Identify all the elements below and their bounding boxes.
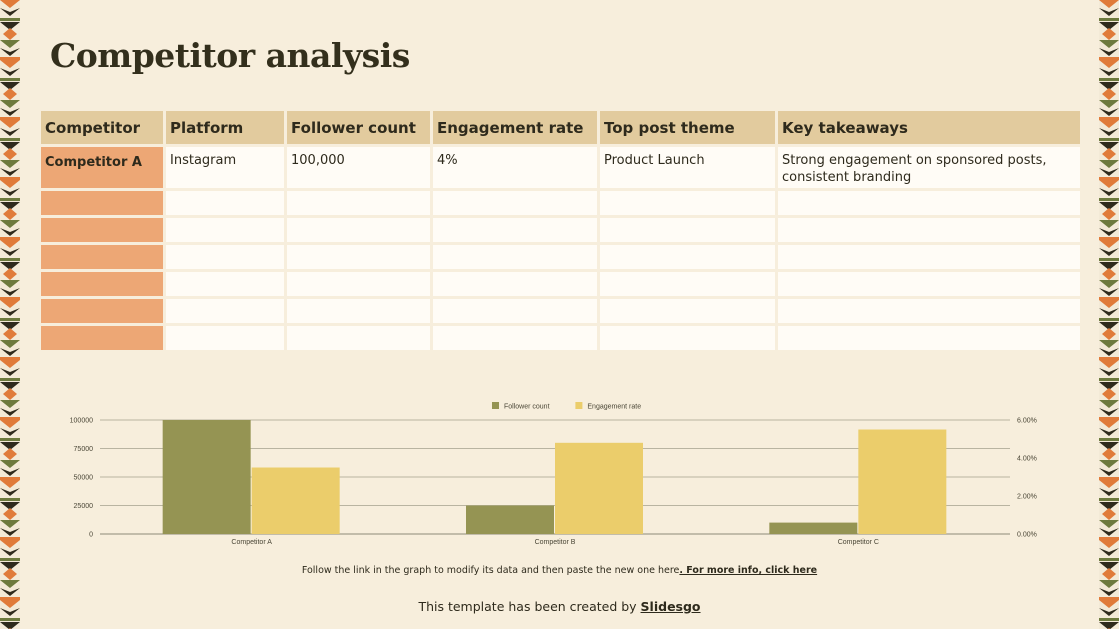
y-right-tick-label: 0.00%: [1017, 532, 1037, 539]
table-cell: 100,000: [284, 144, 433, 191]
table-row: [38, 269, 1083, 299]
y-right-tick-label: 4.00%: [1017, 456, 1037, 463]
x-tick-label: Competitor C: [838, 539, 879, 546]
table-cell: [430, 215, 600, 245]
competitor-table: Competitor Platform Follower count Engag…: [38, 108, 1083, 353]
table-cell: [163, 296, 287, 326]
table-cell: [38, 323, 166, 353]
table-cell: [163, 215, 287, 245]
legend-swatch: [492, 402, 499, 409]
table-row: [38, 242, 1083, 272]
table-row: [38, 188, 1083, 218]
table-cell: [775, 215, 1083, 245]
table-cell: [597, 242, 778, 272]
bar-follower-count: [162, 420, 251, 534]
header-engagement-rate: Engagement rate: [430, 108, 600, 147]
table-cell: [775, 269, 1083, 299]
table-cell: [775, 323, 1083, 353]
follower-engagement-chart[interactable]: 0 25000 50000 75000 100000 0.00% 2.00% 4.00% 6.0…: [60, 398, 1060, 550]
bar-engagement-rate: [555, 442, 643, 534]
table-cell: [38, 242, 166, 272]
table-cell: [430, 242, 600, 272]
table-row: [38, 296, 1083, 326]
bar-follower-count: [769, 522, 858, 534]
table-cell: [597, 188, 778, 218]
y-left-tick-label: 25000: [74, 503, 94, 510]
table-row: [38, 323, 1083, 353]
table-cell: [430, 188, 600, 218]
table-cell: [38, 269, 166, 299]
bar-engagement-rate: [858, 429, 947, 534]
table-cell: [284, 188, 433, 218]
table-cell: [430, 323, 600, 353]
table-cell: [163, 188, 287, 218]
table-cell: [163, 323, 287, 353]
table-cell: Product Launch: [597, 144, 778, 191]
table-cell: [597, 296, 778, 326]
table-cell: [284, 242, 433, 272]
table-cell: [38, 215, 166, 245]
y-left-tick-label: 100000: [70, 418, 93, 425]
header-platform: Platform: [163, 108, 287, 147]
y-right-tick-label: 6.00%: [1017, 418, 1037, 425]
decorative-border-left: [0, 0, 20, 629]
header-top-post-theme: Top post theme: [597, 108, 778, 147]
more-info-link[interactable]: . For more info, click here: [679, 565, 818, 576]
bar-engagement-rate: [251, 467, 340, 534]
table-cell: [597, 215, 778, 245]
credit-line: This template has been created by Slides…: [0, 599, 1119, 614]
table-cell: [430, 269, 600, 299]
y-left-tick-label: 75000: [74, 446, 94, 453]
table-cell: [284, 296, 433, 326]
chart-note: Follow the link in the graph to modify i…: [0, 565, 1119, 576]
y-left-tick-label: 0: [89, 532, 93, 539]
table-cell: [775, 188, 1083, 218]
table-cell: [597, 269, 778, 299]
table-cell: [38, 188, 166, 218]
chart-note-text: Follow the link in the graph to modify i…: [301, 565, 680, 576]
legend-label: Follower count: [504, 404, 550, 411]
y-left-tick-label: 50000: [74, 475, 94, 482]
table-cell: Instagram: [163, 144, 287, 191]
x-tick-label: Competitor A: [231, 539, 272, 546]
legend-swatch: [575, 402, 583, 409]
slidesgo-link[interactable]: Slidesgo: [640, 599, 701, 614]
table-cell: [284, 215, 433, 245]
decorative-border-right: [1099, 0, 1119, 629]
table-cell: [775, 296, 1083, 326]
table-row: [38, 215, 1083, 245]
table-cell: Competitor A: [38, 144, 166, 191]
y-right-tick-label: 2.00%: [1017, 494, 1037, 501]
table-cell: [430, 296, 600, 326]
table-header-row: Competitor Platform Follower count Engag…: [38, 108, 1083, 147]
table-cell: [284, 323, 433, 353]
credit-text: This template has been created by: [418, 599, 641, 614]
table-cell: 4%: [430, 144, 600, 191]
header-key-takeaways: Key takeaways: [775, 108, 1083, 147]
bar-follower-count: [466, 505, 554, 534]
table-cell: [163, 269, 287, 299]
legend-label: Engagement rate: [587, 404, 641, 411]
header-follower-count: Follower count: [284, 108, 433, 147]
table-cell: Strong engagement on sponsored posts, co…: [775, 144, 1083, 191]
header-competitor: Competitor: [38, 108, 166, 147]
table-cell: [38, 296, 166, 326]
x-tick-label: Competitor B: [535, 539, 576, 546]
table-row: Competitor A Instagram 100,000 4% Produc…: [38, 144, 1083, 191]
table-cell: [775, 242, 1083, 272]
chart-svg: 0 25000 50000 75000 100000 0.00% 2.00% 4.00% 6.0…: [70, 402, 1037, 546]
table-cell: [284, 269, 433, 299]
table-cell: [597, 323, 778, 353]
page-title: Competitor analysis: [50, 36, 410, 75]
table-cell: [163, 242, 287, 272]
